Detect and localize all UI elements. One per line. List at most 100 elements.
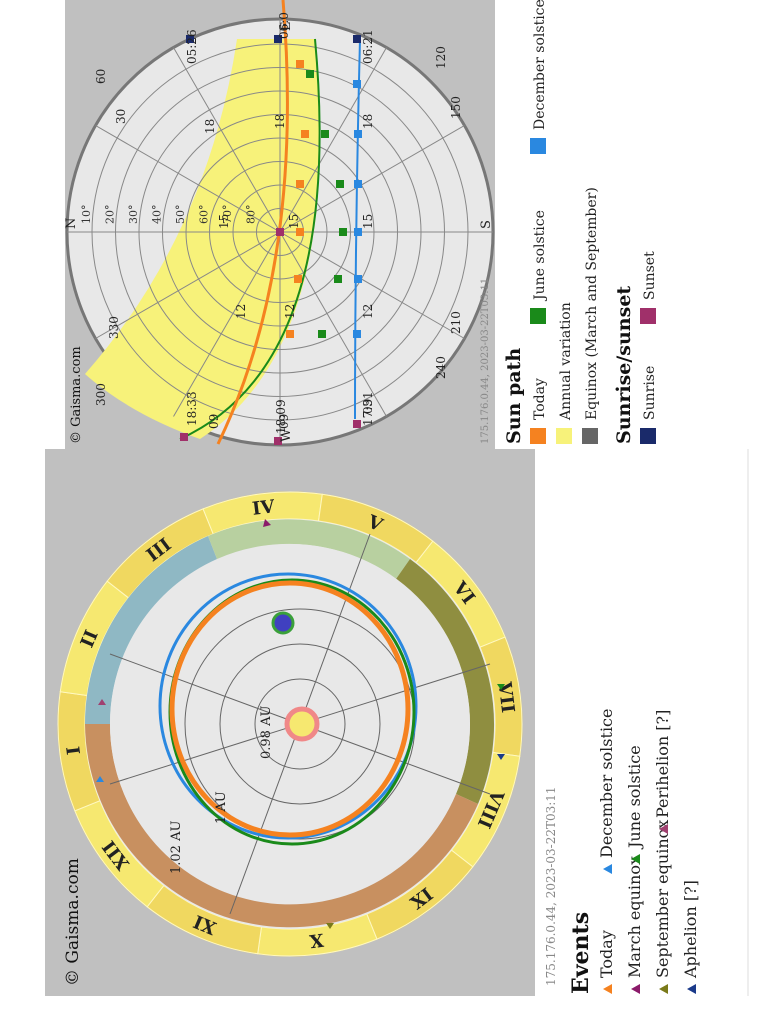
- event-triangle-icon: [659, 824, 668, 834]
- march-equinox-marker: [263, 519, 271, 527]
- hour-marker: [334, 275, 342, 283]
- annual-variation-band: [85, 39, 321, 439]
- hour-label: 12: [283, 304, 297, 319]
- azimuth-label: 60: [94, 69, 108, 84]
- legend-swatch: [640, 428, 656, 444]
- legend-label: June solstice: [532, 210, 548, 302]
- sunset-marker: [180, 433, 188, 441]
- time-summer-rise: 05:26: [185, 29, 199, 64]
- hour-marker: [296, 228, 304, 236]
- compass-w: W: [279, 428, 294, 442]
- compass-e: E: [279, 22, 294, 32]
- hour-marker: [354, 275, 362, 283]
- hour-label: 12: [361, 304, 375, 319]
- hour-label: 15: [287, 214, 301, 229]
- hour-label: 15: [361, 214, 375, 229]
- aphelion-marker: [497, 754, 505, 760]
- legend-label: December solstice: [532, 0, 548, 130]
- hour-marker: [336, 180, 344, 188]
- event-label: March equinox: [625, 856, 644, 978]
- event-label: Today: [597, 930, 616, 978]
- hour-label: 09: [361, 399, 375, 414]
- altitude-label: 40°: [151, 205, 164, 225]
- event-markers: [96, 519, 505, 929]
- season-winter: [85, 536, 217, 724]
- event-triangle-icon: [603, 864, 612, 874]
- distance-label-0: 0.98 AU: [259, 706, 274, 759]
- orbit-copyright: © Gaisma.com: [63, 858, 83, 986]
- azimuth-label: 30: [114, 109, 128, 124]
- event-label: September equinox: [653, 820, 672, 978]
- hour-label: 18: [203, 119, 217, 134]
- altitude-label: 70°: [221, 205, 234, 225]
- hour-marker: [296, 60, 304, 68]
- legend-swatch: [640, 308, 656, 324]
- legend-label: Today: [532, 378, 548, 420]
- altitude-label: 60°: [198, 205, 211, 225]
- month-label: X: [308, 929, 324, 952]
- hour-marker: [286, 330, 294, 338]
- event-triangle-icon: [631, 984, 640, 994]
- september-equinox-marker: [326, 923, 334, 929]
- event-triangle-icon: [631, 854, 640, 864]
- hour-label: 12: [234, 304, 248, 319]
- hour-marker: [301, 130, 309, 138]
- legend-swatch: [530, 308, 546, 324]
- hour-marker: [353, 80, 361, 88]
- event-label: Aphelion [?]: [681, 880, 700, 979]
- azimuth-label: 300: [94, 383, 108, 406]
- azimuth-label: 150: [449, 96, 463, 119]
- legend-label: Annual variation: [558, 302, 574, 421]
- legend-label: Equinox (March and September): [584, 187, 600, 420]
- legend-swatch: [582, 428, 598, 444]
- hour-label: 09: [277, 414, 291, 429]
- orbit-footer: 175.176.0.44, 2023-03-22T03:11: [544, 786, 558, 986]
- time-today-set: 18:09: [274, 399, 288, 434]
- hour-marker: [339, 228, 347, 236]
- azimuth-label: 240: [434, 356, 448, 379]
- sunset-marker: [353, 420, 361, 428]
- sunrise-marker: [186, 35, 194, 43]
- hour-label: 15: [217, 214, 231, 229]
- event-triangle-icon: [687, 984, 696, 994]
- orbit-lines: [158, 572, 418, 846]
- altitude-label: 20°: [104, 205, 117, 225]
- season-spring: [208, 519, 410, 579]
- season-autumn: [85, 724, 478, 928]
- month-label: VII: [493, 680, 518, 714]
- compass-n: N: [64, 218, 79, 229]
- june-solstice-marker: [497, 684, 505, 690]
- hour-marker: [306, 70, 314, 78]
- time-winter-set: 17:31: [361, 391, 375, 426]
- distance-label-2: 1.02 AU: [169, 821, 184, 874]
- june-path: [179, 38, 321, 440]
- december-solstice-marker: [96, 776, 104, 782]
- events-legend: Events Today December solstice March equin…: [568, 449, 749, 996]
- time-summer-set: 18:33: [185, 391, 199, 426]
- perihelion-marker: [98, 699, 106, 705]
- time-today-rise: 06:0: [277, 12, 291, 39]
- compass-s: S: [479, 220, 494, 229]
- hour-marker: [353, 330, 361, 338]
- altitude-label: 80°: [245, 205, 258, 225]
- hour-label: 09: [207, 414, 221, 429]
- sunset-marker: [276, 228, 284, 236]
- events-title: Events: [568, 912, 594, 994]
- sunpath-copyright: © Gaisma.com: [69, 346, 84, 444]
- legend-swatch: [556, 428, 572, 444]
- altitude-label: 10°: [80, 205, 93, 225]
- month-label: II: [77, 627, 103, 651]
- orbit-today: [169, 580, 411, 838]
- hour-label: 18: [361, 114, 375, 129]
- time-winter-rise: 06:21: [361, 29, 375, 64]
- sunpath-panel: N S E W 10° 20° 30° 40° 50° 60° 70° 80° 30 60 120 1…: [64, 0, 495, 449]
- legend-swatch: [530, 428, 546, 444]
- legend-swatch: [530, 138, 546, 154]
- sunrise-marker: [353, 35, 361, 43]
- hour-label: 18: [273, 114, 287, 129]
- event-label: Perihelion [?]: [653, 710, 672, 818]
- hour-marker: [354, 180, 362, 188]
- distance-label-1: 1 AU: [214, 791, 229, 824]
- orbit-december: [158, 572, 418, 840]
